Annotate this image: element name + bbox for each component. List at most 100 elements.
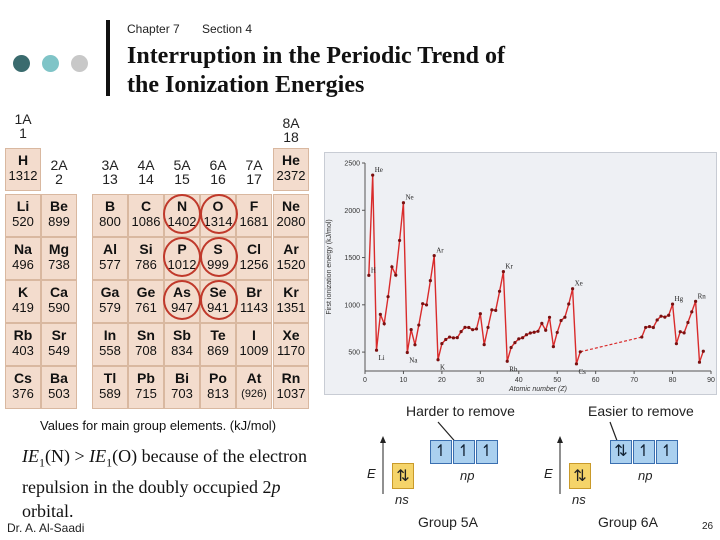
highlight-ring-se [200, 280, 238, 320]
ie-data-point [651, 325, 655, 330]
ie-data-point [417, 323, 421, 327]
ie-data-point [474, 327, 479, 331]
energy-axis-label-5a: E [367, 466, 376, 481]
element-point-label: Cs [578, 368, 586, 376]
ie-data-point [659, 314, 663, 318]
ie-symbol-o: IE [89, 446, 107, 466]
element-point-label: Ne [405, 194, 413, 202]
ie-data-point [444, 337, 448, 342]
ie-data-point [436, 358, 440, 362]
ie-data-point [571, 287, 575, 291]
element-cell-ga: Ga 579 [92, 280, 128, 323]
group-header-number: 2 [55, 171, 63, 187]
x-tick-label: 40 [515, 377, 523, 384]
highlight-ring-s [200, 237, 238, 277]
group-header-g8: 8A 18 [273, 116, 309, 144]
title-line-1: Interruption in the Periodic Trend of [127, 43, 505, 69]
element-symbol: Sr [51, 327, 67, 343]
ie-data-point [528, 331, 532, 335]
easier-to-remove-label: Easier to remove [588, 403, 694, 419]
highlight-ring-n [163, 194, 201, 234]
section-label: Section 4 [202, 22, 253, 36]
orbital-diagram-panel: Harder to remove E ⇅ ns ↿ ↿ ↿ np Group 5… [362, 400, 720, 540]
np-orbital-box-6a-2: ↿ [633, 440, 655, 464]
ie-data-point [682, 331, 686, 335]
element-symbol: Ar [283, 241, 299, 257]
group-header-label: 3A [101, 157, 119, 173]
y-tick-label: 500 [348, 350, 360, 357]
element-symbol: B [104, 198, 116, 214]
element-cell-kr: Kr 1351 [273, 280, 309, 323]
np-orbital-box-6a-1: ⇅ [610, 440, 632, 464]
group-header-label: 4A [137, 157, 155, 173]
ie-data-point [690, 310, 694, 314]
ie-data-point [447, 335, 452, 339]
element-cell-bi: Bi 703 [164, 366, 200, 409]
element-symbol: Al [103, 241, 117, 257]
ie-data-point [413, 343, 417, 347]
ie-data-point [697, 360, 702, 364]
ionization-energy-value: 549 [48, 343, 70, 358]
explanation-line-1: IE1(N) > IE1(O) because of the electron [22, 444, 372, 475]
element-cell-te: Te 869 [200, 323, 236, 366]
element-symbol: Ne [282, 198, 300, 214]
ie-data-point [432, 254, 436, 258]
ns-label-5a: ns [395, 492, 409, 507]
group-header-g2: 2A 2 [41, 158, 77, 186]
element-cell-pb: Pb 715 [128, 366, 164, 409]
ie-data-point [670, 302, 675, 306]
element-symbol: Pb [137, 370, 155, 386]
element-symbol: Mg [48, 241, 70, 257]
element-cell-i: I 1009 [236, 323, 272, 366]
ionization-energy-value: 376 [12, 386, 34, 401]
harder-to-remove-label: Harder to remove [406, 403, 515, 419]
ie-data-point [390, 265, 394, 269]
group-header-g6: 6A 16 [200, 158, 236, 186]
ie-data-point [494, 308, 498, 312]
np-orbital-box-6a-3: ↿ [656, 440, 678, 464]
element-symbol: Ge [136, 284, 156, 300]
ionization-energy-value: 1256 [239, 257, 269, 272]
group-header-label: 5A [173, 157, 191, 173]
ionization-energy-value: 761 [135, 300, 157, 315]
energy-axis-6a [557, 436, 563, 494]
ie-o-part: (O) because of the electron [112, 446, 308, 466]
ie-data-point [532, 330, 536, 334]
ie-series-line-a [368, 175, 581, 365]
ie-data-point [386, 295, 390, 299]
ie-data-point [578, 350, 582, 354]
ie-series-line-b [641, 301, 704, 363]
ionization-energy-value: 503 [48, 386, 70, 401]
ionization-energy-value: 1086 [131, 214, 161, 229]
ie-data-point [374, 348, 379, 352]
ie-data-point [513, 341, 517, 345]
group-5a-label: Group 5A [418, 514, 478, 530]
ns-label-6a: ns [572, 492, 586, 507]
decor-dot-2 [42, 55, 59, 72]
table-caption: Values for main group elements. (kJ/mol) [40, 418, 277, 433]
ionization-energy-value: 579 [99, 300, 121, 315]
np-orbital-box-5a-1: ↿ [430, 440, 452, 464]
element-cell-rn: Rn 1037 [273, 366, 309, 409]
element-cell-h: H 1312 [5, 148, 41, 191]
ionization-energy-value: 715 [135, 386, 157, 401]
ie-data-point [486, 325, 490, 330]
ionization-energy-value: 1009 [239, 343, 269, 358]
ie-data-point [463, 325, 467, 329]
element-symbol: Be [50, 198, 68, 214]
ionization-energy-value: 738 [48, 257, 70, 272]
element-point-label: Ar [436, 247, 444, 255]
x-tick-label: 70 [630, 377, 638, 384]
group-header-label: 6A [209, 157, 227, 173]
element-symbol: Sn [137, 327, 155, 343]
ie-data-point [547, 315, 552, 319]
x-axis-label: Atomic number (Z) [508, 386, 567, 393]
element-symbol: He [282, 152, 300, 168]
explanation-line-2: repulsion in the doubly occupied 2p [22, 475, 372, 499]
x-tick-label: 0 [363, 377, 367, 384]
element-cell-mg: Mg 738 [41, 237, 77, 280]
element-cell-xe: Xe 1170 [273, 323, 309, 366]
element-point-label: Xe [575, 280, 583, 288]
ns-orbital-box-6a: ⇅ [569, 463, 591, 489]
x-tick-label: 80 [669, 377, 677, 384]
